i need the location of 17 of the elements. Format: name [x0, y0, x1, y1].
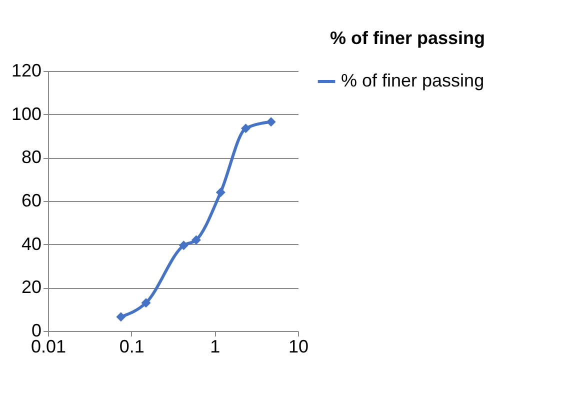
y-tick-label: 80: [21, 147, 42, 168]
x-tick-label: 10: [288, 336, 309, 356]
y-tick-label: 120: [11, 60, 42, 80]
y-tick-label: 100: [11, 104, 42, 124]
y-tick-label: 20: [21, 277, 42, 298]
point: [241, 124, 250, 134]
legend-label: % of finer passing: [341, 70, 484, 90]
point: [116, 312, 126, 322]
y-tick-label: 60: [21, 190, 42, 210]
point: [216, 188, 226, 198]
y-tick-label: 40: [21, 234, 42, 254]
point: [266, 117, 276, 127]
x-tick-label: 0.1: [119, 336, 144, 356]
text: % of finer passing: [330, 28, 485, 48]
point: [191, 235, 201, 245]
x-tick-label: 1: [210, 336, 220, 356]
point: [141, 298, 151, 308]
